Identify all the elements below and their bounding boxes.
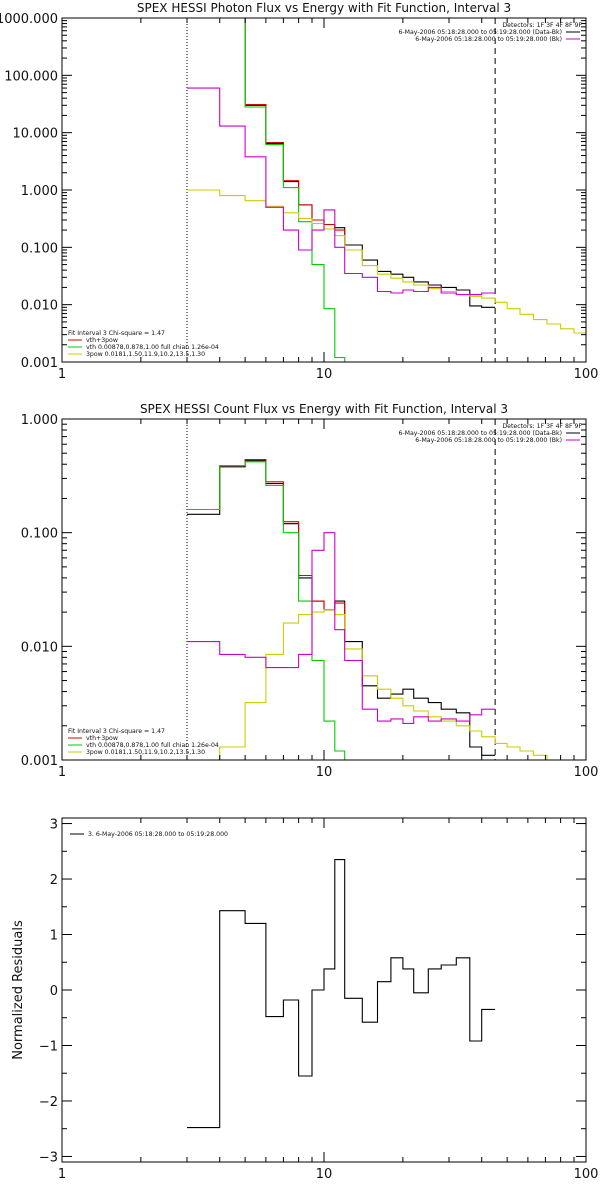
legend-left-text: vth+3pow [86,735,118,742]
y-tick-label: 0.010 [21,299,58,314]
legend-top-text: 3. 6-May-2006 05:18:28.000 to 05:19:28.0… [88,831,228,838]
x-tick-label: 100 [574,367,599,382]
legend-left-text: vth 0.00878,0.878,1.00 full chian 1.26e-… [86,344,219,351]
legend-left-text: 3pow 0.0181,1.50,11.9,10.2,13.5,1.30 [86,351,205,358]
legend-left-text: vth 0.00878,0.878,1.00 full chian 1.26e-… [86,742,219,749]
chart-panel-1: SPEX HESSI Photon Flux vs Energy with Fi… [0,1,598,382]
x-tick-label: 10 [316,1167,333,1182]
x-tick-label: 10 [316,765,333,780]
series-line-5 [187,532,496,724]
y-tick-label: 1000.000 [0,12,58,27]
chart-panel-2: SPEX HESSI Count Flux vs Energy with Fit… [21,402,599,780]
series-line-3 [187,18,346,362]
legend-left-text: Fit Interval 3 Chi-square = 1.47 [68,728,165,735]
series-line-4 [187,189,586,334]
series-line-1 [187,18,496,308]
x-tick-label: 10 [316,367,333,382]
legend-left-text: 3pow 0.0181,1.50,11.9,10.2,13.5,1.30 [86,749,205,756]
y-tick-label: 1.000 [21,184,58,199]
y-tick-label: −2 [39,1095,58,1110]
legend-right-text: 6-May-2006 05:18:28.000 to 05:19:28.000 … [415,437,562,444]
legend-right-text: 6-May-2006 05:18:28.000 to 05:19:28.000 … [399,430,563,437]
x-tick-label: 100 [574,1167,599,1182]
legend-left-text: vth+3pow [86,337,118,344]
y-tick-label: 0.100 [21,527,58,542]
legend-left-text: Fit Interval 3 Chi-square = 1.47 [68,330,165,337]
plot-area [187,859,496,1129]
legend-right-text: 6-May-2006 05:18:28.000 to 05:19:28.000 … [399,29,563,36]
y-tick-label: 0.001 [21,754,58,769]
plot-area [186,419,561,760]
x-tick-label: 1 [58,765,66,780]
series-line-3 [187,461,346,760]
y-tick-label: −1 [39,1039,58,1054]
plot-frame [61,17,587,363]
legend-right-text: Detectors: 1F 3F 4F 8F 9F [502,22,582,29]
plot-area [186,18,586,362]
y-tick-label: −3 [39,1150,58,1165]
x-tick-label: 100 [574,765,599,780]
x-tick-label: 1 [58,1167,66,1182]
y-tick-label: 0 [50,984,58,999]
y-tick-label: 3 [50,818,58,833]
chart-title: SPEX HESSI Count Flux vs Energy with Fit… [140,402,508,416]
legend-right-text: 6-May-2006 05:18:28.000 to 05:19:28.000 … [415,36,562,43]
chart-title: SPEX HESSI Photon Flux vs Energy with Fi… [137,1,511,15]
y-tick-label: 0.001 [21,356,58,371]
series-line-4 [219,609,561,760]
series-line-1 [187,859,496,1129]
y-tick-label: 0.010 [21,640,58,655]
series-line-1 [187,460,496,756]
y-tick-label: 100.000 [4,69,58,84]
y-axis-label: Normalized Residuals [11,920,26,1060]
legend-right-text: Detectors: 1F 3F 4F 8F 9F [502,423,582,430]
series-line-5 [187,87,496,296]
y-tick-label: 1 [50,929,58,944]
y-tick-label: 2 [50,873,58,888]
y-tick-label: 1.000 [21,413,58,428]
y-tick-label: 0.100 [21,241,58,256]
x-tick-label: 1 [58,367,66,382]
chart-panel-3: Normalized Residuals 1 10 100 −3 −2 −1 0 1 2 3 3. 6… [11,817,599,1182]
y-tick-label: 10.000 [13,127,59,142]
